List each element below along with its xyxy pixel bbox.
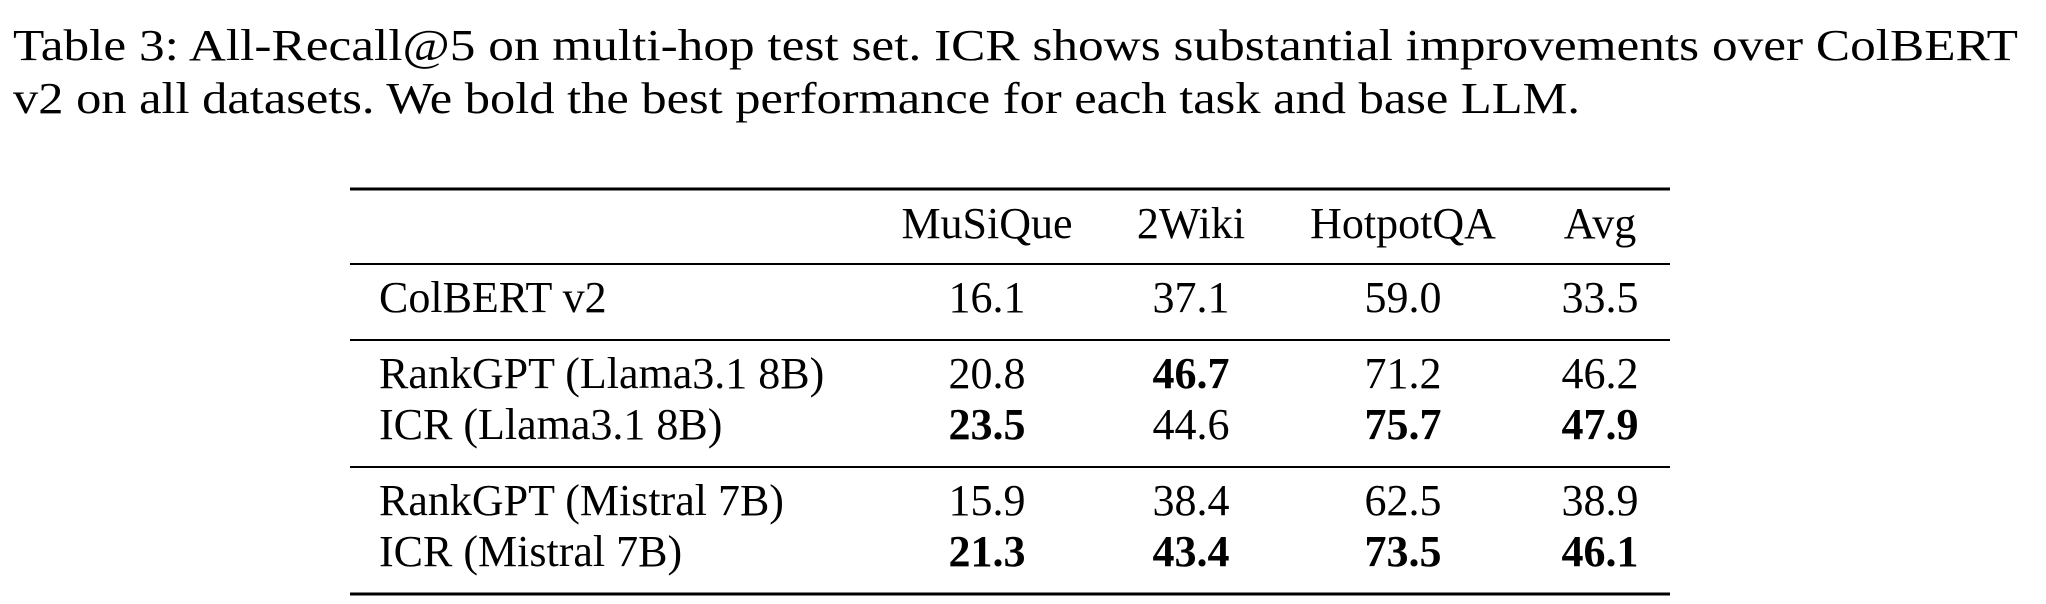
cell: 71.2 <box>1365 349 1442 398</box>
cell: 73.5 <box>1365 527 1442 576</box>
cell: 38.9 <box>1562 476 1639 525</box>
column-header: Avg <box>1564 199 1637 248</box>
cell: 46.7 <box>1153 349 1230 398</box>
cell: 23.5 <box>949 400 1026 449</box>
cell: 21.3 <box>949 527 1026 576</box>
cell: 15.9 <box>949 476 1026 525</box>
cell: 46.2 <box>1562 349 1639 398</box>
cell: 62.5 <box>1365 476 1442 525</box>
cell: 43.4 <box>1153 527 1230 576</box>
cell: 20.8 <box>949 349 1026 398</box>
caption-line: Table 3: All-Recall@5 on multi-hop test … <box>13 21 2018 70</box>
column-header: 2Wiki <box>1137 199 1245 248</box>
row-label: RankGPT (Llama3.1 8B) <box>379 349 824 398</box>
cell: 16.1 <box>949 273 1026 322</box>
cell: 33.5 <box>1562 273 1639 322</box>
row-label: ICR (Mistral 7B) <box>379 527 682 576</box>
row-label: RankGPT (Mistral 7B) <box>379 476 784 525</box>
cell: 46.1 <box>1562 527 1639 576</box>
cell: 37.1 <box>1153 273 1230 322</box>
cell: 75.7 <box>1365 400 1442 449</box>
caption-line: v2 on all datasets. We bold the best per… <box>13 74 1580 123</box>
cell: 38.4 <box>1153 476 1230 525</box>
cell: 47.9 <box>1562 400 1639 449</box>
cell: 59.0 <box>1365 273 1442 322</box>
row-label: ColBERT v2 <box>379 273 607 322</box>
column-header: MuSiQue <box>901 199 1072 248</box>
row-label: ICR (Llama3.1 8B) <box>379 400 722 449</box>
column-header: HotpotQA <box>1310 199 1496 248</box>
cell: 44.6 <box>1153 400 1230 449</box>
